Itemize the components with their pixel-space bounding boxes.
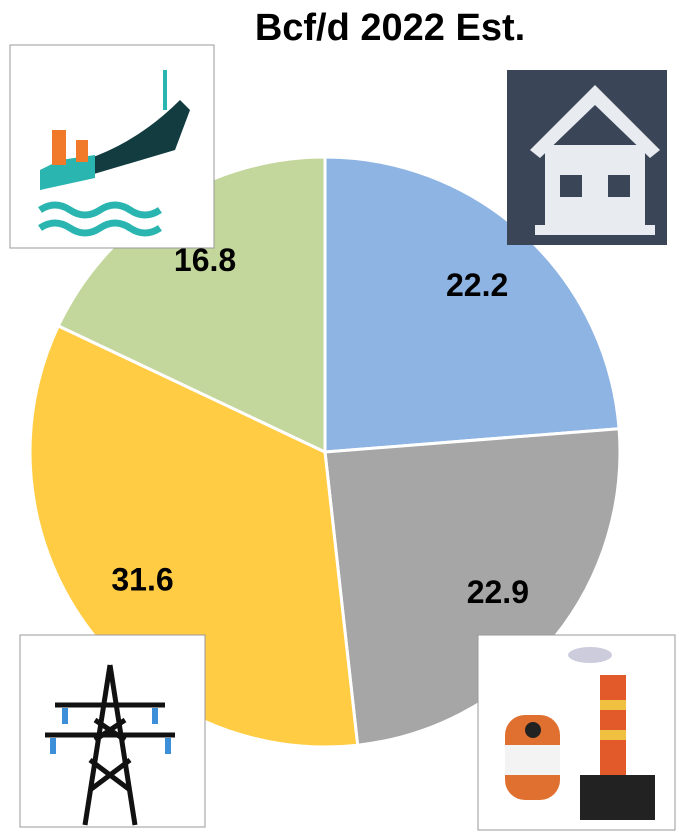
data-label: 22.9	[467, 574, 529, 610]
data-label: 31.6	[111, 562, 173, 598]
chart: Bcf/d 2022 Est.	[0, 0, 679, 833]
data-label: 16.8	[174, 242, 236, 278]
house-icon	[507, 70, 667, 245]
data-label: 22.2	[446, 267, 508, 303]
chart-title: Bcf/d 2022 Est.	[255, 7, 525, 49]
ship-icon	[10, 45, 214, 248]
power-tower-icon	[20, 635, 205, 827]
factory-icon	[478, 635, 675, 830]
